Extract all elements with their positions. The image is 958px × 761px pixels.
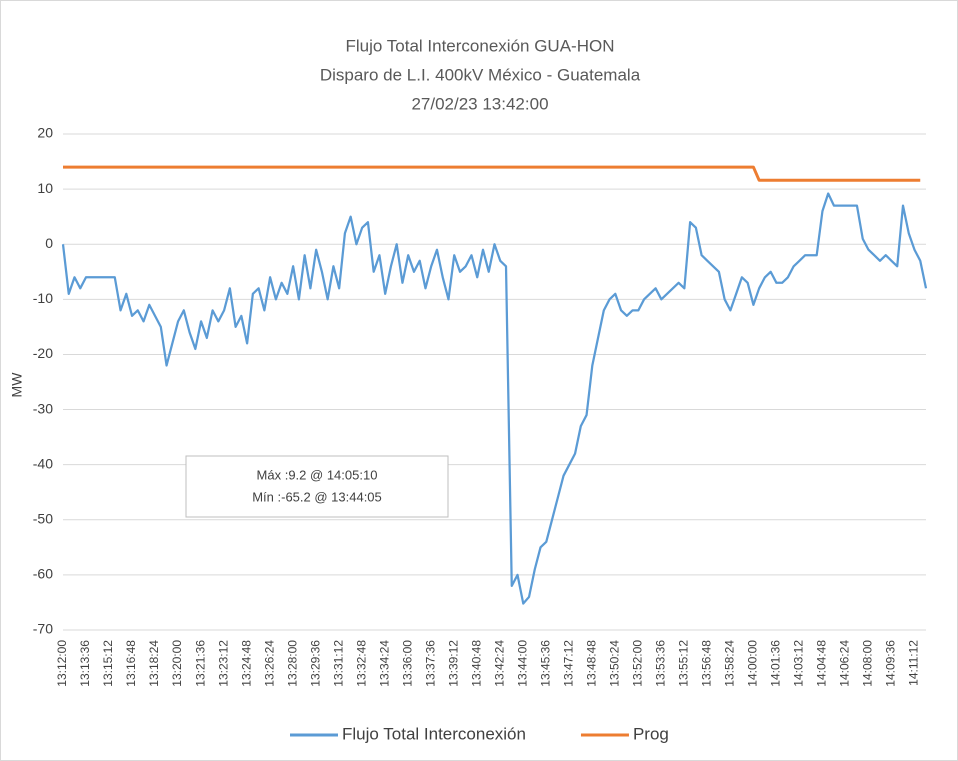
x-tick-label: 13:23:12 [216, 640, 230, 687]
y-tick-label: -10 [33, 290, 53, 306]
x-tick-label: 13:34:24 [377, 640, 391, 687]
x-tick-label: 13:45:36 [538, 640, 552, 687]
y-tick-label: 0 [45, 235, 53, 251]
x-tick-label: 13:52:00 [631, 640, 645, 687]
x-tick-label: 13:13:36 [78, 640, 92, 687]
y-tick-label: -20 [33, 345, 53, 361]
y-tick-label: -50 [33, 510, 53, 526]
y-axis-label: MW [9, 372, 25, 398]
annotation: Máx :9.2 @ 14:05:10 [257, 467, 378, 482]
x-tick-label: 13:44:00 [515, 640, 529, 687]
annotation-box [185, 455, 449, 518]
y-tick-label: -70 [33, 621, 53, 637]
x-tick-label: 13:40:48 [469, 640, 483, 687]
y-tick-label: 20 [37, 125, 53, 141]
x-tick-label: 14:06:24 [838, 640, 852, 687]
x-tick-label: 14:09:36 [884, 640, 898, 687]
y-tick-label: -60 [33, 566, 53, 582]
x-tick-label: 13:36:00 [400, 640, 414, 687]
x-tick-label: 13:55:12 [677, 640, 691, 687]
x-tick-label: 13:53:36 [654, 640, 668, 687]
x-tick-label: 13:28:00 [285, 640, 299, 687]
x-tick-label: 13:18:24 [147, 640, 161, 687]
x-tick-label: 13:20:00 [170, 640, 184, 687]
x-tick-label: 13:12:00 [55, 640, 69, 687]
x-tick-label: 13:31:12 [331, 640, 345, 687]
x-tick-label: 13:50:24 [607, 640, 621, 687]
x-tick-label: 14:04:48 [815, 640, 829, 687]
x-tick-label: 13:56:48 [700, 640, 714, 687]
x-tick-label: 13:32:48 [354, 640, 368, 687]
annotation: Mín :-65.2 @ 13:44:05 [252, 489, 382, 504]
chart-title: Flujo Total Interconexión GUA-HON [346, 36, 615, 55]
y-tick-label: -40 [33, 455, 53, 471]
x-tick-label: 13:58:24 [723, 640, 737, 687]
x-tick-label: 14:08:00 [861, 640, 875, 687]
y-tick-label: 10 [37, 180, 53, 196]
x-tick-label: 13:26:24 [262, 640, 276, 687]
x-tick-label: 13:21:36 [193, 640, 207, 687]
x-tick-label: 13:16:48 [124, 640, 138, 687]
x-tick-label: 13:48:48 [584, 640, 598, 687]
x-tick-label: 13:42:24 [492, 640, 506, 687]
y-tick-label: -30 [33, 400, 53, 416]
x-tick-label: 14:00:00 [746, 640, 760, 687]
legend-label: Flujo Total Interconexión [342, 724, 526, 743]
series-line [63, 165, 921, 182]
series-line [61, 192, 928, 605]
x-tick-label: 14:03:12 [792, 640, 806, 687]
x-tick-label: 13:37:36 [423, 640, 437, 687]
chart-subtitle: Disparo de L.I. 400kV México - Guatemala [320, 65, 641, 84]
x-tick-label: 13:39:12 [446, 640, 460, 687]
chart-subtitle: 27/02/23 13:42:00 [411, 94, 548, 113]
x-tick-label: 14:01:36 [769, 640, 783, 687]
legend-label: Prog [633, 724, 669, 743]
x-tick-label: 14:11:12 [907, 640, 921, 686]
x-tick-label: 13:47:12 [561, 640, 575, 687]
x-tick-label: 13:29:36 [308, 640, 322, 687]
x-tick-label: 13:15:12 [101, 640, 115, 687]
x-tick-label: 13:24:48 [239, 640, 253, 687]
